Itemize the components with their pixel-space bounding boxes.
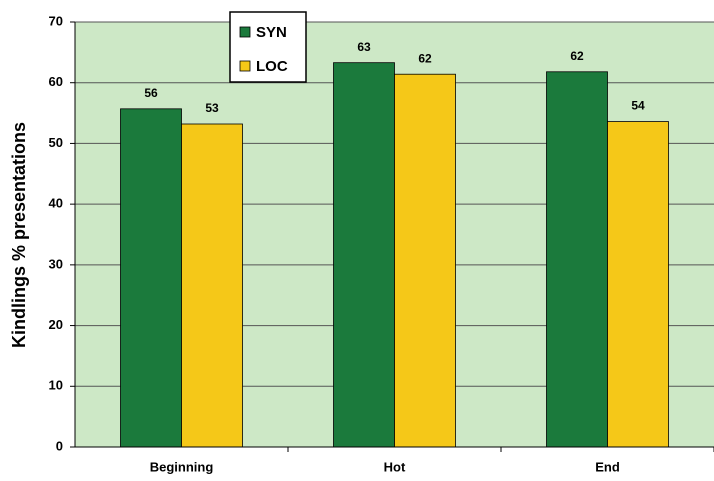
y-axis-label: Kindlings % presentations bbox=[9, 122, 29, 348]
value-label: 56 bbox=[144, 86, 158, 100]
y-tick-label: 0 bbox=[56, 438, 63, 453]
y-tick-label: 30 bbox=[49, 256, 63, 271]
bar bbox=[546, 71, 608, 448]
value-label: 63 bbox=[357, 40, 371, 54]
x-tick-label: Beginning bbox=[150, 459, 214, 474]
y-tick-label: 20 bbox=[49, 317, 63, 332]
value-label: 53 bbox=[205, 101, 219, 115]
bar bbox=[181, 123, 243, 448]
y-tick-label: 40 bbox=[49, 196, 63, 211]
value-label: 62 bbox=[418, 51, 432, 65]
bar bbox=[120, 108, 182, 448]
legend-swatch bbox=[239, 26, 251, 38]
y-tick-label: 50 bbox=[49, 135, 63, 150]
y-tick-label: 60 bbox=[49, 74, 63, 89]
legend-label: LOC bbox=[256, 58, 288, 75]
x-tick-label: Hot bbox=[384, 459, 406, 474]
y-tick-label: 10 bbox=[49, 378, 63, 393]
x-tick-label: End bbox=[595, 459, 620, 474]
legend-swatch bbox=[239, 60, 251, 72]
y-tick-label: 70 bbox=[49, 13, 63, 28]
value-label: 62 bbox=[570, 49, 584, 63]
bar bbox=[394, 73, 456, 448]
value-label: 54 bbox=[631, 99, 645, 113]
bar bbox=[607, 121, 669, 448]
legend-label: SYN bbox=[256, 24, 287, 41]
bar bbox=[333, 62, 395, 448]
